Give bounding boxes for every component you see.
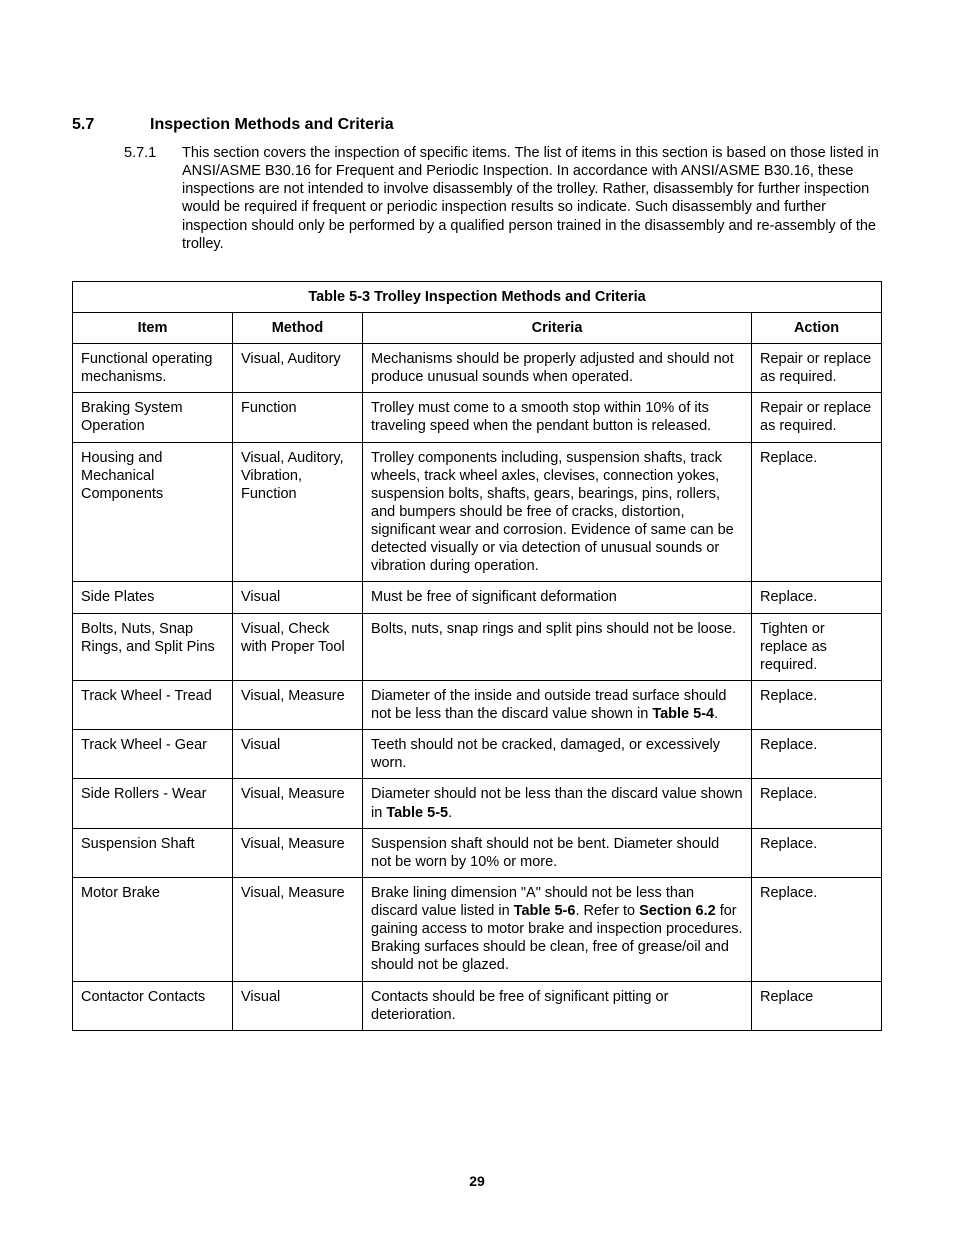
cell-action: Replace. bbox=[752, 779, 882, 828]
section-heading: 5.7 Inspection Methods and Criteria bbox=[72, 116, 882, 134]
table-row: Housing and Mechanical ComponentsVisual,… bbox=[73, 442, 882, 582]
table-row: Braking System OperationFunctionTrolley … bbox=[73, 393, 882, 442]
cell-method: Visual, Measure bbox=[233, 828, 363, 877]
cell-item: Side Rollers - Wear bbox=[73, 779, 233, 828]
cell-criteria: Must be free of significant deformation bbox=[363, 582, 752, 613]
table-row: Side PlatesVisualMust be free of signifi… bbox=[73, 582, 882, 613]
cell-item: Suspension Shaft bbox=[73, 828, 233, 877]
cell-item: Track Wheel - Tread bbox=[73, 680, 233, 729]
cell-item: Bolts, Nuts, Snap Rings, and Split Pins bbox=[73, 613, 233, 680]
cell-item: Contactor Contacts bbox=[73, 981, 233, 1030]
cell-method: Visual bbox=[233, 582, 363, 613]
cell-item: Functional operating mechanisms. bbox=[73, 344, 233, 393]
cell-method: Function bbox=[233, 393, 363, 442]
section-number: 5.7 bbox=[72, 116, 150, 134]
table-row: Suspension ShaftVisual, MeasureSuspensio… bbox=[73, 828, 882, 877]
subsection-number: 5.7.1 bbox=[124, 144, 182, 162]
cell-method: Visual bbox=[233, 730, 363, 779]
subsection-text: This section covers the inspection of sp… bbox=[182, 144, 882, 253]
cell-method: Visual, Measure bbox=[233, 877, 363, 981]
cell-action: Repair or replace as required. bbox=[752, 393, 882, 442]
cell-item: Motor Brake bbox=[73, 877, 233, 981]
table-row: Functional operating mechanisms.Visual, … bbox=[73, 344, 882, 393]
cell-method: Visual, Measure bbox=[233, 779, 363, 828]
cell-item: Track Wheel - Gear bbox=[73, 730, 233, 779]
cell-action: Replace. bbox=[752, 442, 882, 582]
cell-method: Visual, Check with Proper Tool bbox=[233, 613, 363, 680]
cell-item: Braking System Operation bbox=[73, 393, 233, 442]
cell-method: Visual, Auditory, Vibration, Function bbox=[233, 442, 363, 582]
page-number: 29 bbox=[0, 1173, 954, 1189]
table-row: Track Wheel - TreadVisual, MeasureDiamet… bbox=[73, 680, 882, 729]
table-body: Functional operating mechanisms.Visual, … bbox=[73, 344, 882, 1031]
cell-method: Visual, Measure bbox=[233, 680, 363, 729]
table-header-row: Item Method Criteria Action bbox=[73, 312, 882, 343]
cell-action: Replace. bbox=[752, 680, 882, 729]
cell-action: Replace. bbox=[752, 877, 882, 981]
cell-criteria: Mechanisms should be properly adjusted a… bbox=[363, 344, 752, 393]
cell-criteria: Contacts should be free of significant p… bbox=[363, 981, 752, 1030]
cell-criteria: Bolts, nuts, snap rings and split pins s… bbox=[363, 613, 752, 680]
section-title: Inspection Methods and Criteria bbox=[150, 116, 394, 134]
cell-action: Replace bbox=[752, 981, 882, 1030]
col-header-criteria: Criteria bbox=[363, 312, 752, 343]
cell-item: Side Plates bbox=[73, 582, 233, 613]
cell-criteria: Teeth should not be cracked, damaged, or… bbox=[363, 730, 752, 779]
cell-method: Visual, Auditory bbox=[233, 344, 363, 393]
cell-criteria: Brake lining dimension "A" should not be… bbox=[363, 877, 752, 981]
table-row: Track Wheel - GearVisualTeeth should not… bbox=[73, 730, 882, 779]
page: 5.7 Inspection Methods and Criteria 5.7.… bbox=[0, 0, 954, 1235]
cell-action: Replace. bbox=[752, 582, 882, 613]
cell-item: Housing and Mechanical Components bbox=[73, 442, 233, 582]
col-header-method: Method bbox=[233, 312, 363, 343]
table-row: Motor BrakeVisual, MeasureBrake lining d… bbox=[73, 877, 882, 981]
cell-criteria: Suspension shaft should not be bent. Dia… bbox=[363, 828, 752, 877]
cell-criteria: Diameter of the inside and outside tread… bbox=[363, 680, 752, 729]
col-header-action: Action bbox=[752, 312, 882, 343]
subsection: 5.7.1 This section covers the inspection… bbox=[124, 144, 882, 253]
cell-criteria: Diameter should not be less than the dis… bbox=[363, 779, 752, 828]
cell-criteria: Trolley must come to a smooth stop withi… bbox=[363, 393, 752, 442]
cell-action: Replace. bbox=[752, 828, 882, 877]
table-row: Side Rollers - WearVisual, MeasureDiamet… bbox=[73, 779, 882, 828]
col-header-item: Item bbox=[73, 312, 233, 343]
table-row: Bolts, Nuts, Snap Rings, and Split PinsV… bbox=[73, 613, 882, 680]
cell-criteria: Trolley components including, suspension… bbox=[363, 442, 752, 582]
cell-action: Tighten or replace as required. bbox=[752, 613, 882, 680]
table-caption: Table 5-3 Trolley Inspection Methods and… bbox=[72, 281, 882, 312]
cell-action: Replace. bbox=[752, 730, 882, 779]
inspection-table: Table 5-3 Trolley Inspection Methods and… bbox=[72, 281, 882, 1031]
table-row: Contactor ContactsVisualContacts should … bbox=[73, 981, 882, 1030]
cell-method: Visual bbox=[233, 981, 363, 1030]
cell-action: Repair or replace as required. bbox=[752, 344, 882, 393]
